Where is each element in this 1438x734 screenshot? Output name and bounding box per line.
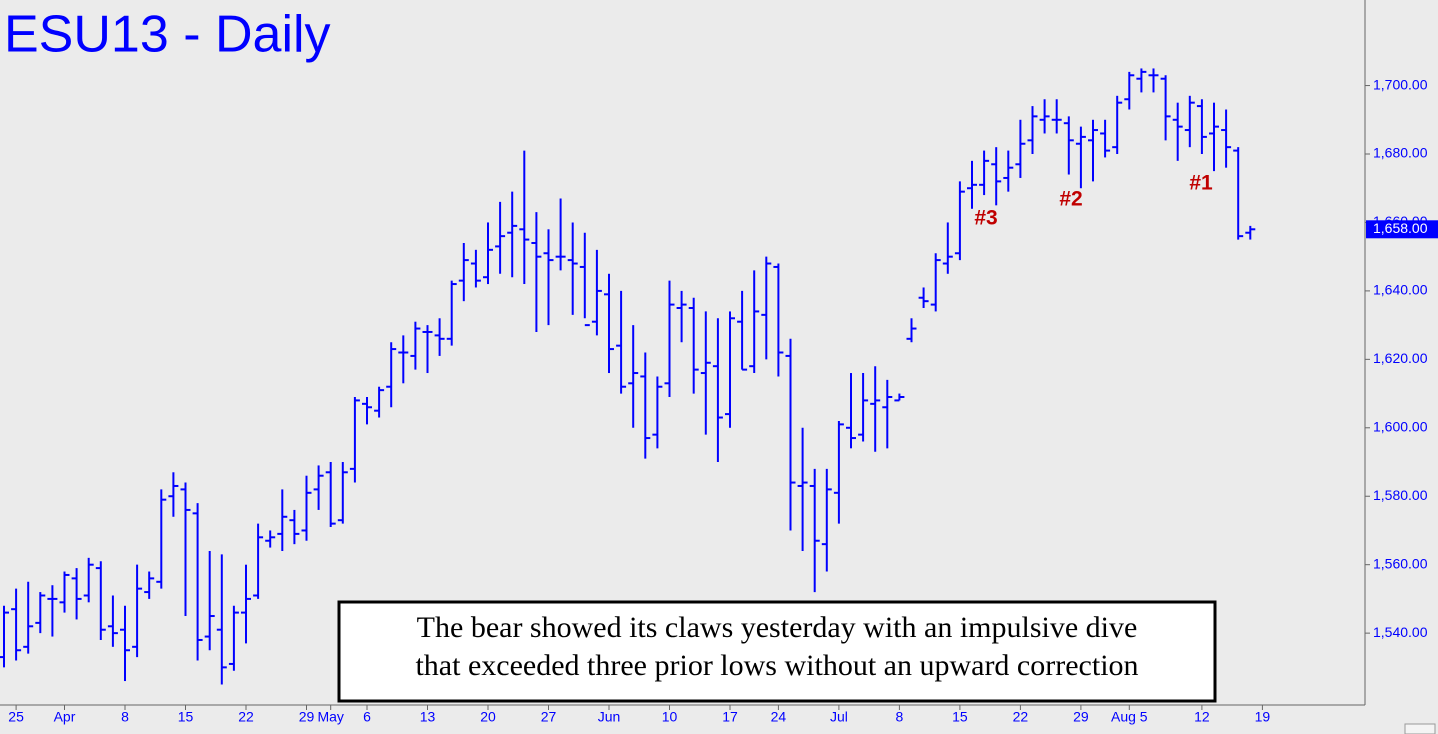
note-box (337, 600, 1217, 703)
x-tick-label: Jun (598, 709, 621, 725)
x-tick-label: 13 (420, 709, 436, 725)
y-tick-label: 1,620.00 (1373, 350, 1428, 366)
x-tick-label: 19 (1255, 709, 1271, 725)
chart-title: ESU13 - Daily (4, 6, 331, 64)
annotation: #1 (1189, 172, 1213, 195)
y-tick-label: 1,560.00 (1373, 555, 1428, 571)
x-tick-label: 22 (1013, 709, 1029, 725)
y-tick-label: 1,640.00 (1373, 282, 1428, 298)
annotation: #3 (974, 207, 997, 230)
x-tick-label: 15 (952, 709, 968, 725)
x-tick-label: 29 (1073, 709, 1089, 725)
x-tick-label: 29 (299, 709, 315, 725)
y-tick-label: 1,680.00 (1373, 145, 1428, 161)
y-tick-label: 1,600.00 (1373, 418, 1428, 434)
y-tick-label: 1,580.00 (1373, 487, 1428, 503)
x-tick-label: 27 (541, 709, 557, 725)
note-line: that exceeded three prior lows without a… (415, 649, 1138, 682)
annotation: #2 (1059, 188, 1082, 211)
x-tick-label: 17 (722, 709, 738, 725)
x-tick-label: 22 (238, 709, 254, 725)
x-tick-label: 8 (896, 709, 904, 725)
x-tick-label: May (317, 709, 343, 725)
x-tick-label: 15 (178, 709, 194, 725)
scrollbar (1404, 723, 1436, 734)
y-tick-label: 1,540.00 (1373, 624, 1428, 640)
x-tick-label: 20 (480, 709, 496, 725)
x-tick-label: 12 (1194, 709, 1210, 725)
x-tick-label: 10 (662, 709, 678, 725)
x-tick-label: 24 (771, 709, 787, 725)
x-tick-label: 6 (363, 709, 371, 725)
y-tick-label: 1,700.00 (1373, 76, 1428, 92)
x-tick-label: Apr (54, 709, 76, 725)
last-price-label: 1,658.00 (1373, 220, 1428, 236)
x-tick-label: Aug 5 (1111, 709, 1148, 725)
x-tick-label: 8 (121, 709, 129, 725)
x-tick-label: Jul (830, 709, 848, 725)
note-line: The bear showed its claws yesterday with… (417, 611, 1138, 644)
x-tick-label: 25 (8, 709, 24, 725)
last-price-box (1366, 220, 1438, 239)
